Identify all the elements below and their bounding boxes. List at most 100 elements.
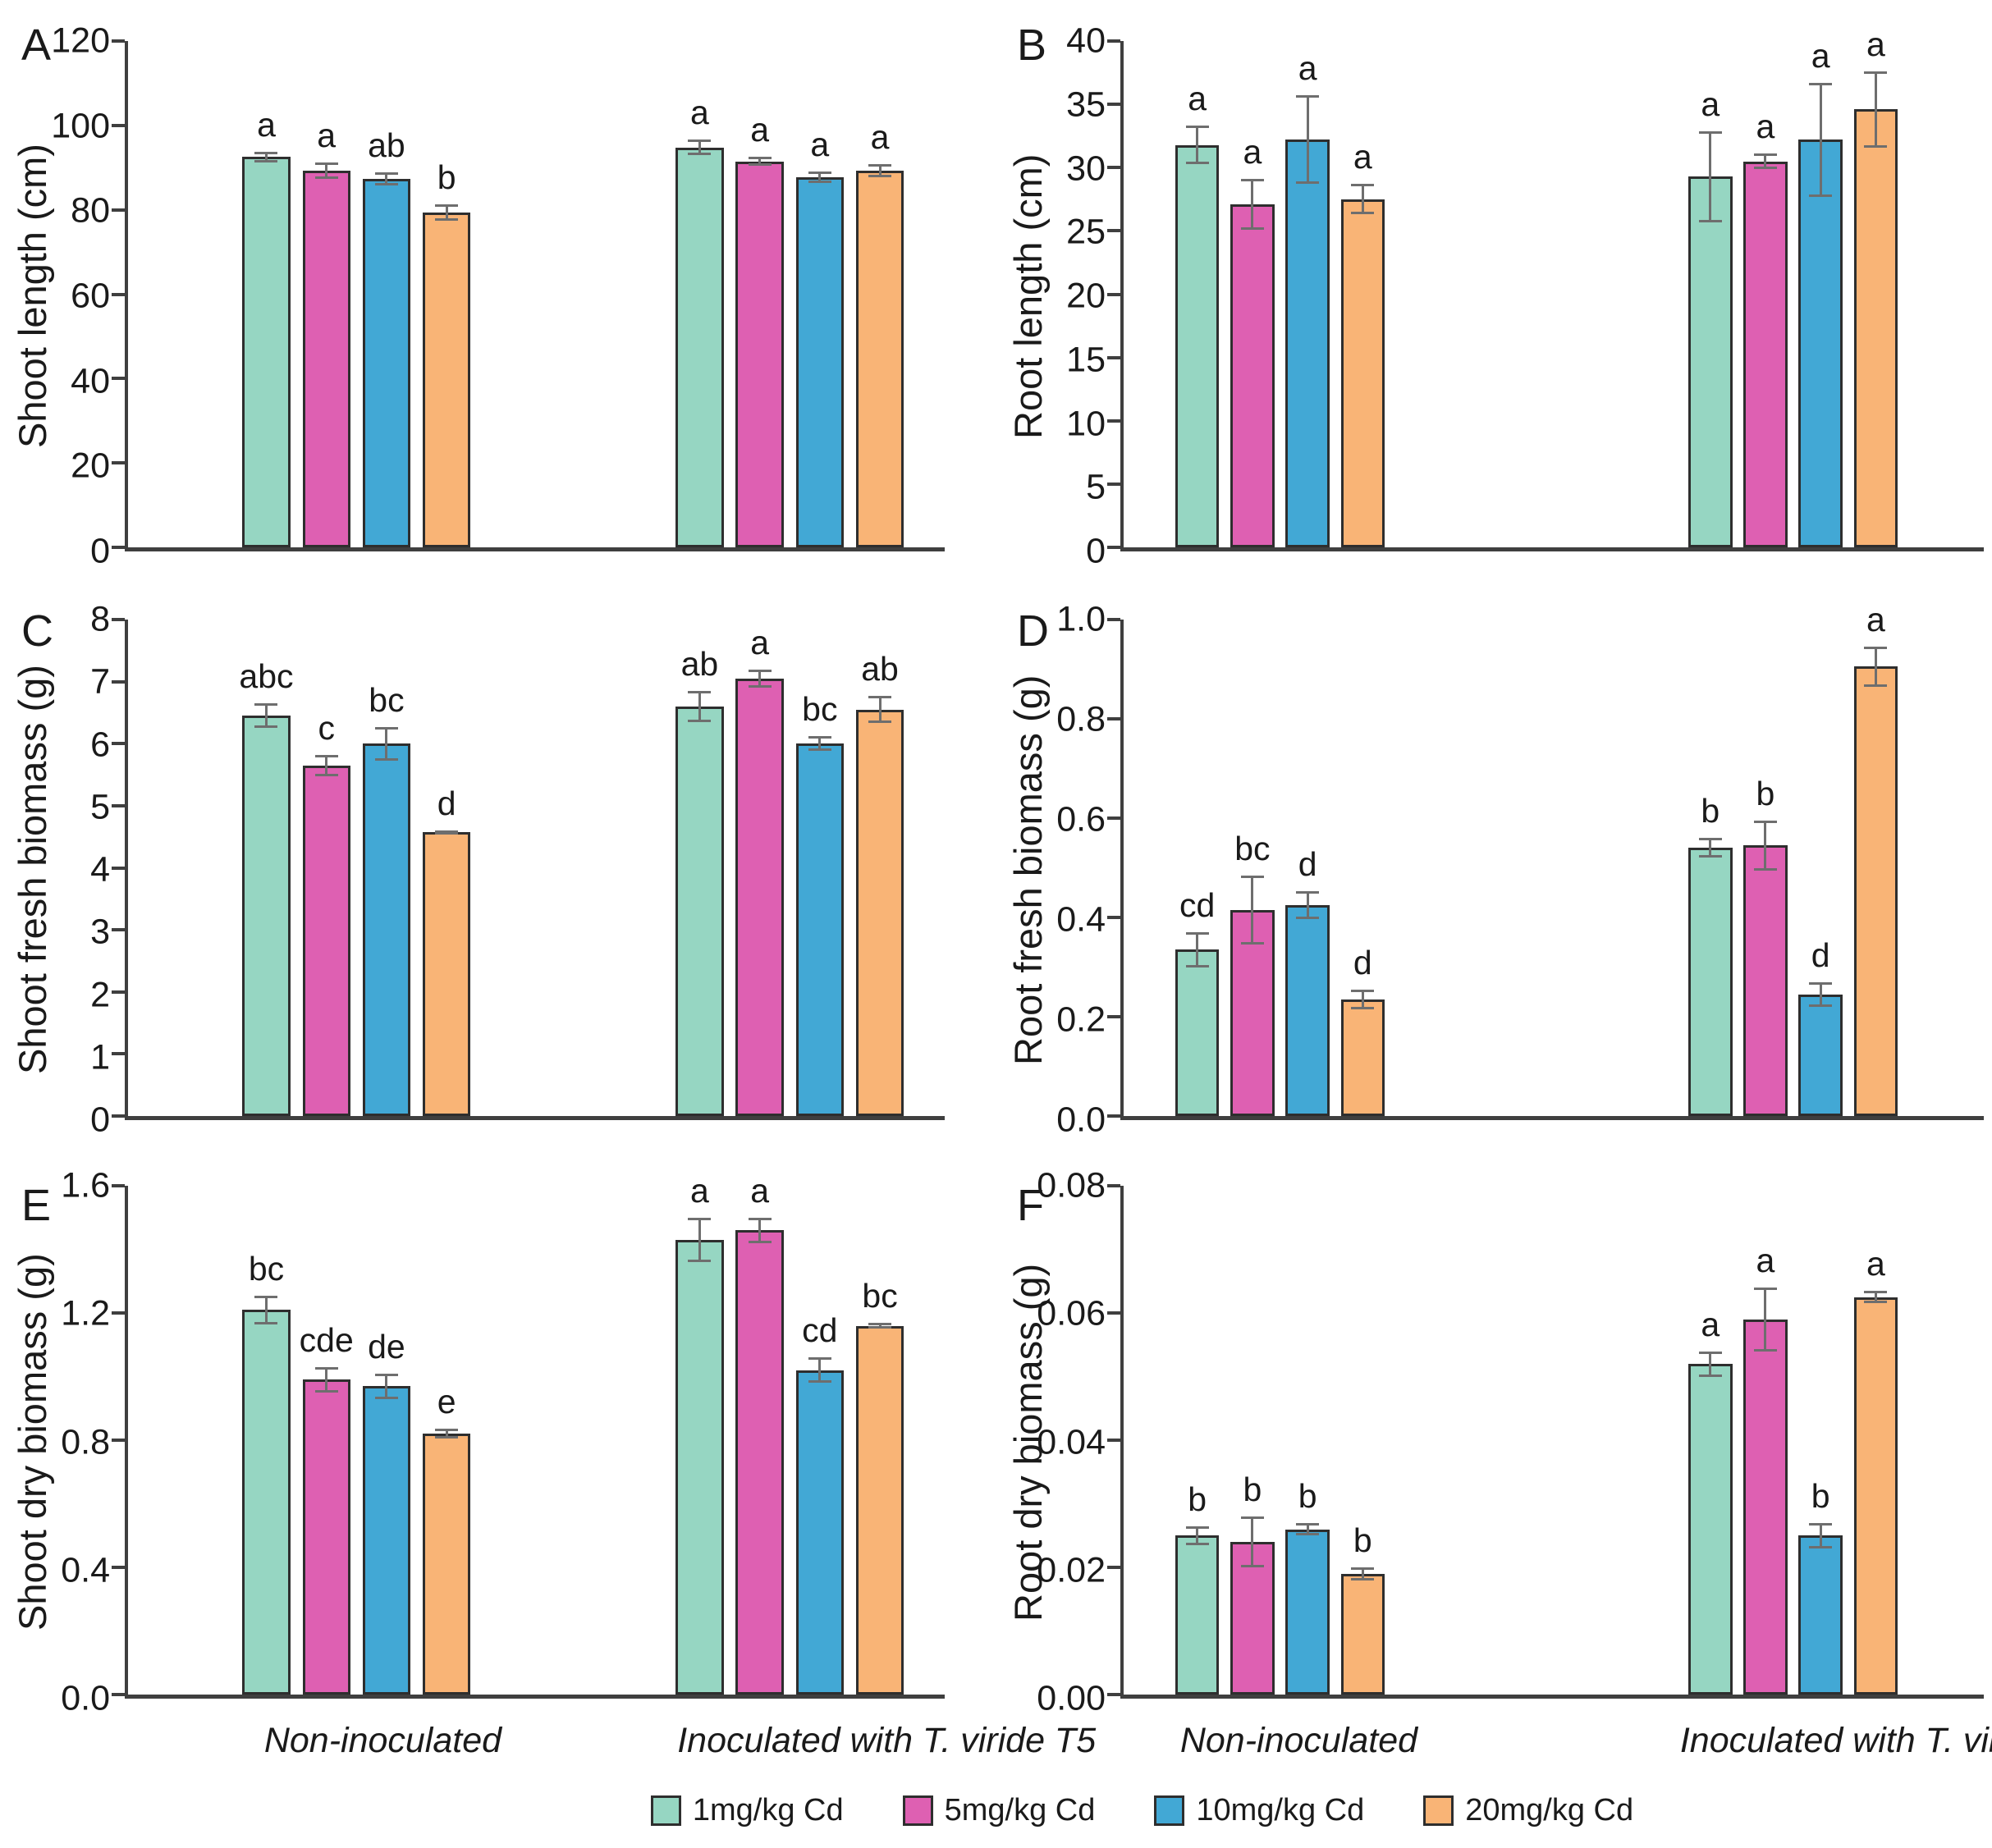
y-tick-label: 0.00 [1037,1678,1106,1718]
error-bar [1361,184,1364,215]
significance-letter: a [810,125,830,163]
error-bar-cap-top [435,204,459,207]
error-bar-cap-top [1698,1351,1722,1354]
y-tick-mark [112,1439,125,1442]
significance-letter: cd [1179,886,1216,925]
bar-slot: a [1853,1186,1898,1695]
y-tick-mark [1107,1184,1120,1187]
error-bar [1196,1526,1199,1545]
bar-slot: cd [795,1186,845,1695]
error-bar [385,172,388,186]
y-tick-mark [112,1311,125,1315]
y-tick-mark [112,742,125,746]
error-bar [1306,890,1309,919]
y-axis-tick-labels: 0.0 0.4 0.8 1.2 1.6 [0,1168,125,1716]
y-tick-mark [112,1184,125,1187]
error-bar [758,669,762,688]
y-tick-label: 0.0 [61,1678,110,1718]
bar [302,765,350,1116]
significance-letter: b [1353,1521,1372,1559]
error-bar-cap-top [254,1295,278,1298]
bar-slot: a [855,41,904,547]
bar [1687,848,1733,1116]
y-tick-mark [112,803,125,807]
significance-letter: b [1243,1471,1262,1508]
legend-label: 5mg/kg Cd [944,1792,1096,1827]
y-tick-mark [1107,618,1120,621]
bar [855,1325,904,1695]
error-bar [1196,126,1199,164]
error-bar-cap-bottom [1240,1565,1264,1567]
y-tick-label: 0.0 [1056,1100,1106,1140]
error-bar-cap-top [1185,126,1209,129]
error-bar-cap-top [868,696,892,699]
significance-letter: a [750,111,770,149]
y-tick-mark [112,1693,125,1696]
error-bar [1251,179,1254,230]
error-bar-cap-top [1864,1290,1888,1293]
y-tick-mark [1107,419,1120,423]
significance-letter: c [318,708,335,747]
error-bar-cap-bottom [1185,964,1209,967]
bars-row: abc c bc d ab a bc ab [128,620,945,1116]
error-bar-cap-bottom [254,725,278,729]
bar [1687,176,1733,547]
y-tick-mark [1107,1114,1120,1118]
legend-item: 10mg/kg Cd [1154,1793,1364,1828]
bar-slot: a [302,41,350,547]
bar-slot: b [1340,1186,1385,1695]
error-bar [1874,647,1877,687]
y-tick-mark [112,39,125,43]
error-bar [1251,1516,1254,1567]
bar-slot: a [1175,41,1220,547]
y-tick-mark [1107,166,1120,170]
legend-swatch [902,1795,933,1826]
error-bar-cap-bottom [1864,144,1888,148]
error-bar-cap-top [748,157,772,160]
y-tick-label: 7 [90,661,110,702]
panel-letter-B: B [1017,21,1047,70]
bar-slot: a [1853,603,1898,1116]
significance-letter: cde [299,1320,354,1359]
y-tick-mark [1107,482,1120,486]
bar-slot: d [1340,620,1385,1116]
bar [1798,994,1843,1116]
error-bar-cap-top [1185,932,1209,935]
significance-letter: a [750,1171,770,1210]
bar [1175,144,1220,547]
bar [1743,1319,1788,1695]
bar [422,212,471,547]
bar [1175,949,1220,1116]
significance-letter: b [1756,775,1775,813]
error-bar-cap-top [1753,1288,1777,1290]
y-tick-label: 120 [51,21,110,61]
error-bar-cap-top [1864,71,1888,75]
significance-letter: a [1298,49,1317,88]
error-bar-cap-top [1240,179,1264,182]
error-bar [758,1217,762,1243]
significance-letter: cd [802,1311,838,1350]
y-tick-label: 5 [1086,467,1106,507]
error-bar [698,690,701,722]
error-bar-cap-bottom [1864,1301,1888,1304]
error-bar-cap-bottom [314,773,338,776]
bar [1285,1529,1330,1695]
bar-slot: b [1687,620,1733,1116]
bar-slot: b [1285,1186,1330,1695]
error-bar-cap-top [374,172,398,175]
y-tick-label: 3 [90,912,110,952]
y-tick-mark [1107,229,1120,233]
y-tick-label: 0 [90,1100,110,1140]
error-bar [1361,1567,1364,1580]
error-bar-cap-bottom [1698,855,1722,858]
error-bar-cap-bottom [1351,212,1375,215]
error-bar [1196,932,1199,967]
x-axis-group-labels: Non-inoculated Inoculated with T. viride … [125,1721,1096,1761]
bar [1230,204,1275,547]
error-bar [325,162,328,179]
y-tick-mark [112,377,125,381]
error-bar-cap-top [1753,153,1777,157]
